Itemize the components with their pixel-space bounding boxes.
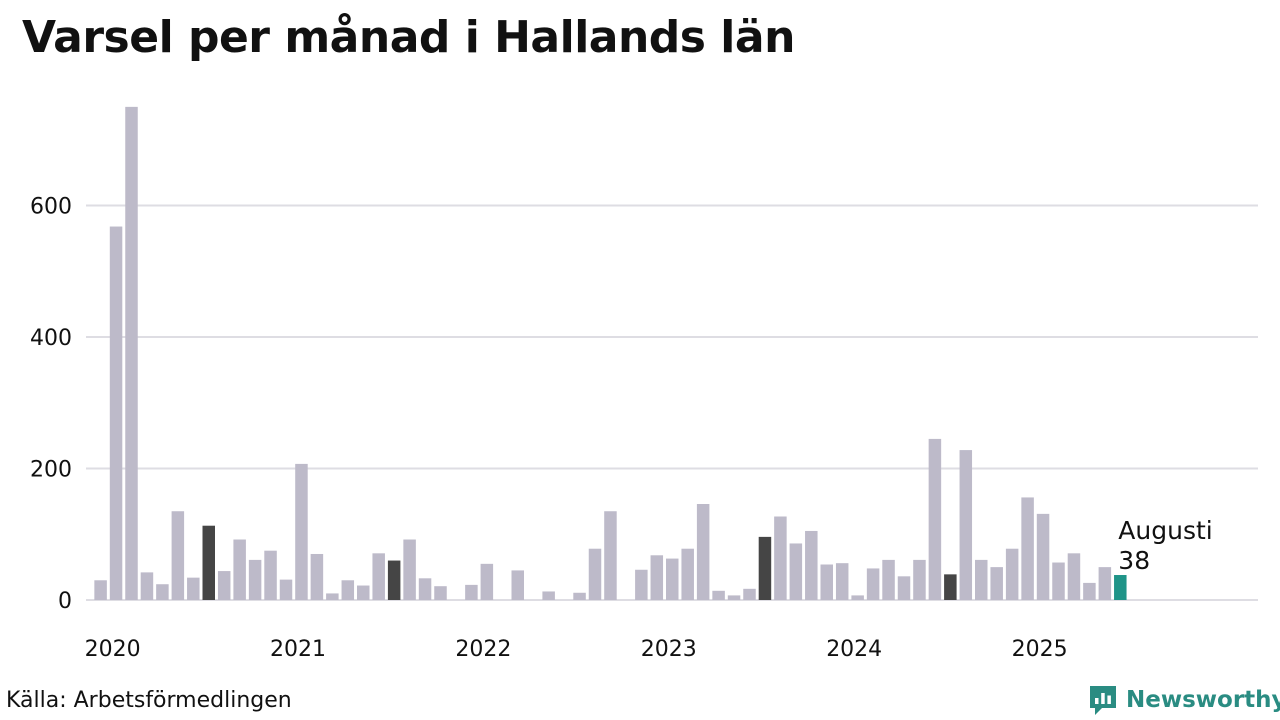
- x-tick-label: 2020: [85, 637, 141, 662]
- bar-2020-05: [156, 584, 169, 600]
- x-tick-label: 2025: [1012, 637, 1068, 662]
- bar-2020-10: [233, 539, 246, 600]
- bar-2024-12: [1005, 548, 1019, 600]
- y-tick-label: 200: [30, 458, 72, 483]
- bar-2023-04: [696, 504, 710, 600]
- x-tick-label: 2022: [455, 637, 511, 662]
- bar-2021-06: [357, 585, 370, 600]
- bar-2025-04: [1067, 553, 1081, 600]
- bar-2024-09: [959, 450, 973, 600]
- bar-2020-02: [109, 226, 123, 601]
- bar-2023-08: [758, 536, 772, 600]
- bar-2020-04: [140, 572, 154, 600]
- bar-2020-03: [125, 106, 138, 600]
- bar-2023-03: [681, 548, 694, 600]
- bar-2020-01: [94, 580, 107, 600]
- x-tick-label: 2024: [826, 637, 882, 662]
- bar-2022-04: [511, 570, 524, 600]
- bar-2024-10: [975, 559, 988, 600]
- bar-2020-07: [187, 577, 200, 600]
- bar-2024-07: [928, 438, 942, 600]
- bar-2023-10: [789, 543, 803, 600]
- bar-2025-06: [1098, 567, 1112, 600]
- bar-2023-07: [743, 588, 756, 600]
- brand-name: Newsworthy: [1126, 687, 1280, 713]
- bar-2023-09: [774, 516, 787, 600]
- bar-2025-05: [1083, 582, 1096, 600]
- x-axis-ticks: 2020 2021 2022 2023 2024 2025: [85, 637, 1068, 662]
- bar-2024-08: [944, 574, 957, 600]
- x-tick-label: 2023: [641, 637, 697, 662]
- y-tick-label: 400: [30, 326, 72, 351]
- bar-2024-06: [913, 559, 926, 600]
- bar-2022-02: [480, 563, 494, 600]
- bar-2025-01: [1021, 497, 1034, 600]
- bar-2025-03: [1052, 562, 1065, 600]
- bar-2023-01: [650, 555, 664, 600]
- source-label: Källa: Arbetsförmedlingen: [6, 688, 292, 713]
- bar-2025-02: [1036, 513, 1050, 600]
- bar-2021-02: [295, 463, 308, 600]
- bar-2020-12: [264, 550, 277, 600]
- bar-2022-09: [588, 548, 602, 600]
- bar-2024-05: [897, 576, 911, 600]
- y-axis-ticks: 0 200 400 600: [30, 195, 72, 615]
- bar-2022-08: [573, 592, 586, 600]
- bars: [94, 106, 1127, 601]
- bar-2020-11: [248, 559, 262, 600]
- bar-2021-09: [403, 539, 416, 600]
- bar-2024-04: [882, 559, 895, 600]
- bar-2025-07: [1114, 575, 1127, 600]
- bar-2020-08: [202, 525, 215, 600]
- annotation-value-label: 38: [1118, 546, 1150, 575]
- bar-2024-02: [851, 595, 864, 600]
- bar-2024-11: [990, 567, 1003, 600]
- bar-2020-09: [217, 571, 231, 600]
- bar-2024-01: [835, 563, 849, 600]
- chart-title: Varsel per månad i Hallands län: [22, 12, 795, 63]
- bar-2021-03: [310, 553, 324, 600]
- annotation-month-label: Augusti: [1118, 516, 1212, 545]
- bar-2021-08: [387, 560, 401, 600]
- bar-2023-12: [820, 564, 833, 600]
- bar-2023-05: [712, 590, 725, 600]
- bar-2022-12: [635, 569, 648, 600]
- y-tick-label: 600: [30, 195, 72, 220]
- bar-2021-05: [341, 580, 355, 600]
- bar-2021-10: [418, 578, 432, 600]
- bar-2023-02: [666, 558, 679, 600]
- bar-2021-11: [434, 586, 447, 600]
- bar-2022-01: [465, 584, 478, 600]
- x-tick-label: 2021: [270, 637, 326, 662]
- gridlines: [86, 204, 1258, 601]
- bar-2020-06: [171, 511, 185, 600]
- bar-2023-11: [805, 530, 818, 600]
- bar-2024-03: [866, 568, 880, 600]
- bar-2022-06: [542, 591, 555, 600]
- bar-2021-07: [372, 553, 385, 600]
- bar-2022-10: [604, 511, 617, 600]
- bar-2021-04: [326, 593, 339, 600]
- y-tick-label: 0: [58, 589, 72, 614]
- newsworthy-logo-icon: [1090, 686, 1116, 715]
- bar-2023-06: [727, 595, 741, 600]
- bar-2021-01: [279, 579, 293, 600]
- brand-logo-group[interactable]: Newsworthy: [1088, 684, 1280, 716]
